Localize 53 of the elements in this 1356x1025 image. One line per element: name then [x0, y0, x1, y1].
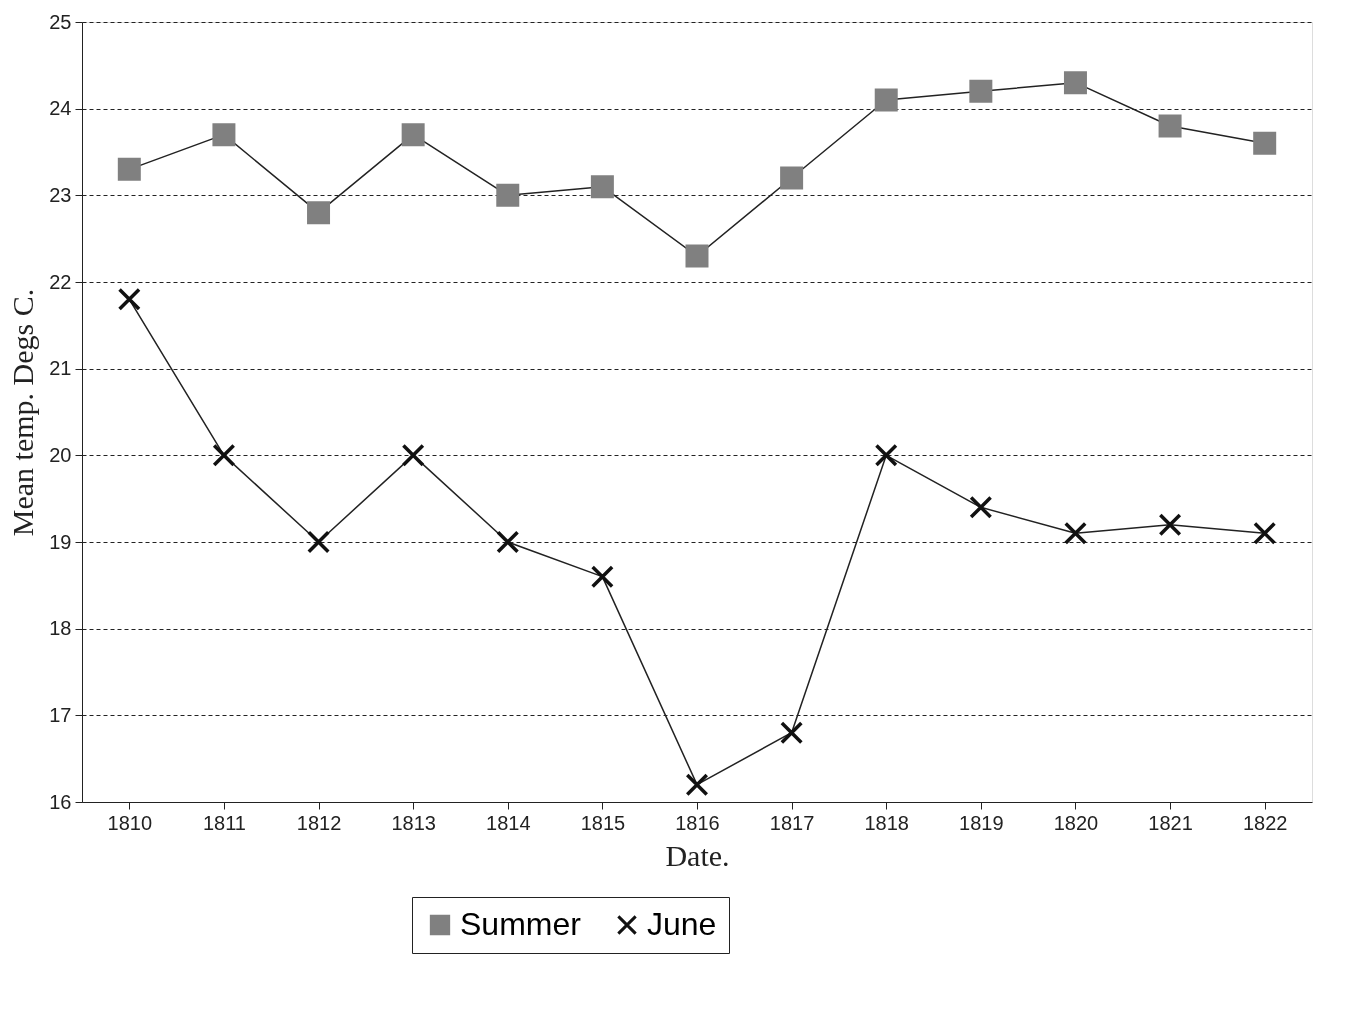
y-tick-label: 24	[49, 97, 72, 120]
y-tick-label: 22	[49, 270, 72, 293]
point	[590, 565, 614, 589]
x-tick-label: 1821	[1148, 811, 1193, 834]
x-tick-label: 1822	[1242, 811, 1288, 834]
y-tick-label: 18	[49, 617, 72, 640]
point	[307, 201, 331, 225]
point	[117, 157, 141, 181]
point	[969, 495, 993, 519]
point	[780, 721, 804, 745]
x-tick-label: 1811	[202, 811, 246, 834]
point	[1253, 131, 1277, 155]
x-axis-title: Date.	[665, 838, 730, 872]
x-tick-label: 1819	[959, 811, 1004, 834]
y-tick-label: 17	[49, 703, 72, 726]
point	[874, 443, 898, 467]
point	[1063, 71, 1087, 95]
x-tick-label: 1820	[1053, 811, 1099, 834]
x-tick-label: 1810	[107, 811, 153, 834]
y-tick-label: 16	[49, 790, 72, 813]
x-tick-label: 1814	[486, 811, 531, 834]
point	[590, 175, 614, 199]
point	[401, 443, 425, 467]
point	[212, 123, 236, 147]
y-axis-title: Mean temp. Degs C.	[6, 288, 40, 537]
x-tick-label: 1815	[580, 811, 626, 834]
y-tick-label: 20	[49, 443, 72, 466]
legend-label: June	[647, 906, 717, 942]
x-tick-label: 1817	[769, 811, 815, 834]
x-tick-label: 1813	[391, 811, 436, 834]
x-tick-label: 1818	[864, 811, 909, 834]
point	[496, 183, 520, 207]
point	[685, 244, 709, 268]
x-tick-label: 1812	[296, 811, 342, 834]
legend-label: Summer	[460, 906, 582, 942]
point	[685, 773, 709, 797]
point	[117, 287, 141, 311]
point	[780, 166, 804, 190]
point	[401, 123, 425, 147]
point	[969, 79, 993, 103]
y-tick-label: 23	[49, 183, 72, 206]
point	[1158, 513, 1182, 537]
point	[874, 88, 898, 112]
point	[212, 443, 236, 467]
y-tick-label: 25	[49, 10, 72, 33]
y-tick-label: 19	[49, 530, 72, 553]
x-tick-label: 1816	[675, 811, 720, 834]
point	[1063, 521, 1087, 545]
point	[1253, 521, 1277, 545]
point	[1158, 114, 1182, 138]
y-tick-label: 21	[49, 357, 72, 380]
point	[307, 530, 331, 554]
point	[496, 530, 520, 554]
